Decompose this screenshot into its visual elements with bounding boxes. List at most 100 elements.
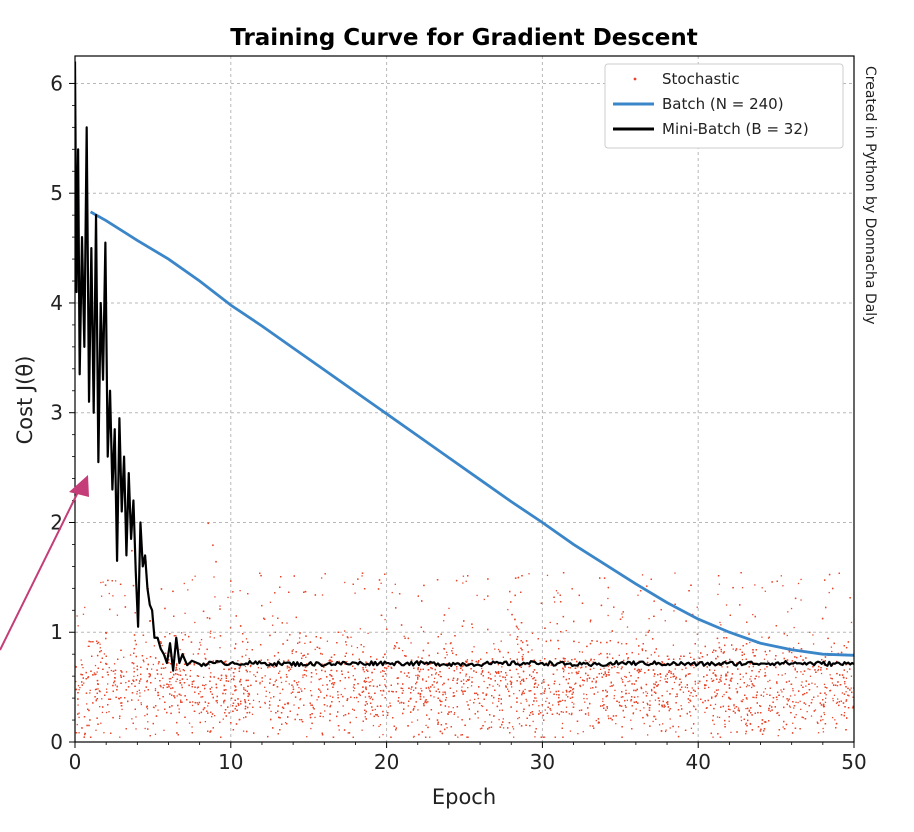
stochastic-point — [763, 658, 766, 660]
stochastic-point — [295, 682, 298, 684]
stochastic-point — [780, 575, 782, 577]
stochastic-point — [370, 681, 372, 683]
stochastic-point — [364, 712, 366, 715]
stochastic-point — [175, 680, 177, 683]
stochastic-point — [164, 636, 166, 638]
stochastic-point — [698, 657, 701, 659]
stochastic-point — [468, 676, 471, 678]
stochastic-point — [76, 615, 78, 617]
stochastic-point — [717, 689, 719, 691]
stochastic-point — [746, 714, 749, 717]
stochastic-point — [465, 661, 468, 664]
stochastic-point — [436, 681, 439, 683]
stochastic-point — [832, 697, 834, 700]
stochastic-point — [782, 696, 784, 698]
stochastic-point — [628, 671, 631, 674]
stochastic-point — [541, 682, 543, 684]
stochastic-point — [391, 591, 393, 594]
stochastic-point — [77, 684, 80, 687]
stochastic-point — [749, 641, 751, 644]
stochastic-point — [147, 721, 149, 723]
stochastic-point — [319, 689, 321, 691]
stochastic-point — [427, 686, 430, 689]
stochastic-point — [607, 614, 609, 617]
stochastic-point — [297, 681, 300, 683]
stochastic-point — [800, 599, 802, 601]
stochastic-point — [501, 666, 503, 668]
stochastic-point — [597, 721, 600, 723]
stochastic-point — [792, 688, 794, 690]
stochastic-point — [658, 710, 660, 712]
stochastic-point — [707, 686, 710, 689]
stochastic-point — [230, 580, 232, 582]
stochastic-point — [116, 614, 119, 616]
stochastic-point — [85, 671, 87, 674]
stochastic-point — [746, 621, 748, 623]
stochastic-point — [186, 678, 188, 681]
stochastic-point — [456, 668, 458, 670]
stochastic-point — [220, 704, 222, 707]
stochastic-point — [769, 710, 772, 712]
stochastic-point — [609, 685, 611, 688]
stochastic-point — [845, 691, 847, 693]
stochastic-point — [668, 658, 670, 660]
stochastic-point — [78, 689, 80, 691]
stochastic-point — [518, 716, 520, 719]
stochastic-point — [422, 679, 424, 681]
stochastic-point — [300, 688, 302, 690]
stochastic-point — [505, 685, 507, 687]
stochastic-point — [343, 630, 346, 632]
stochastic-point — [593, 667, 595, 670]
stochastic-point — [420, 687, 422, 690]
stochastic-point — [97, 688, 99, 690]
stochastic-point — [720, 677, 722, 679]
stochastic-point — [590, 687, 592, 689]
stochastic-point — [646, 692, 649, 695]
stochastic-point — [466, 701, 468, 703]
stochastic-point — [675, 731, 677, 733]
stochastic-point — [650, 688, 653, 691]
stochastic-point — [743, 682, 745, 684]
stochastic-point — [253, 674, 255, 676]
stochastic-point — [77, 704, 79, 706]
stochastic-point — [620, 696, 623, 698]
stochastic-point — [781, 674, 783, 676]
stochastic-point — [569, 730, 572, 732]
stochastic-point — [364, 716, 366, 718]
stochastic-point — [653, 675, 655, 677]
stochastic-point — [568, 713, 570, 715]
stochastic-point — [563, 669, 565, 671]
stochastic-point — [92, 702, 94, 704]
stochastic-point — [95, 729, 97, 731]
stochastic-point — [433, 696, 435, 698]
stochastic-point — [725, 710, 727, 713]
stochastic-point — [114, 580, 117, 582]
stochastic-point — [520, 702, 522, 704]
stochastic-point — [761, 733, 764, 735]
stochastic-point — [367, 632, 369, 635]
stochastic-point — [736, 682, 739, 685]
stochastic-point — [684, 686, 687, 688]
stochastic-point — [666, 690, 668, 692]
stochastic-point — [100, 595, 103, 597]
stochastic-point — [243, 717, 245, 719]
stochastic-point — [94, 689, 97, 691]
stochastic-point — [453, 713, 455, 716]
stochastic-point — [340, 693, 342, 696]
stochastic-point — [337, 711, 339, 713]
stochastic-point — [330, 704, 332, 707]
stochastic-point — [314, 648, 316, 651]
stochastic-point — [433, 677, 436, 679]
stochastic-point — [284, 721, 287, 724]
stochastic-point — [836, 685, 839, 687]
stochastic-point — [517, 673, 519, 675]
stochastic-point — [242, 730, 245, 732]
stochastic-point — [154, 733, 157, 736]
stochastic-point — [759, 730, 762, 732]
stochastic-point — [534, 736, 536, 738]
stochastic-point — [677, 726, 680, 728]
stochastic-point — [609, 653, 611, 655]
stochastic-point — [445, 696, 448, 699]
stochastic-point — [676, 695, 678, 697]
stochastic-point — [381, 694, 383, 696]
